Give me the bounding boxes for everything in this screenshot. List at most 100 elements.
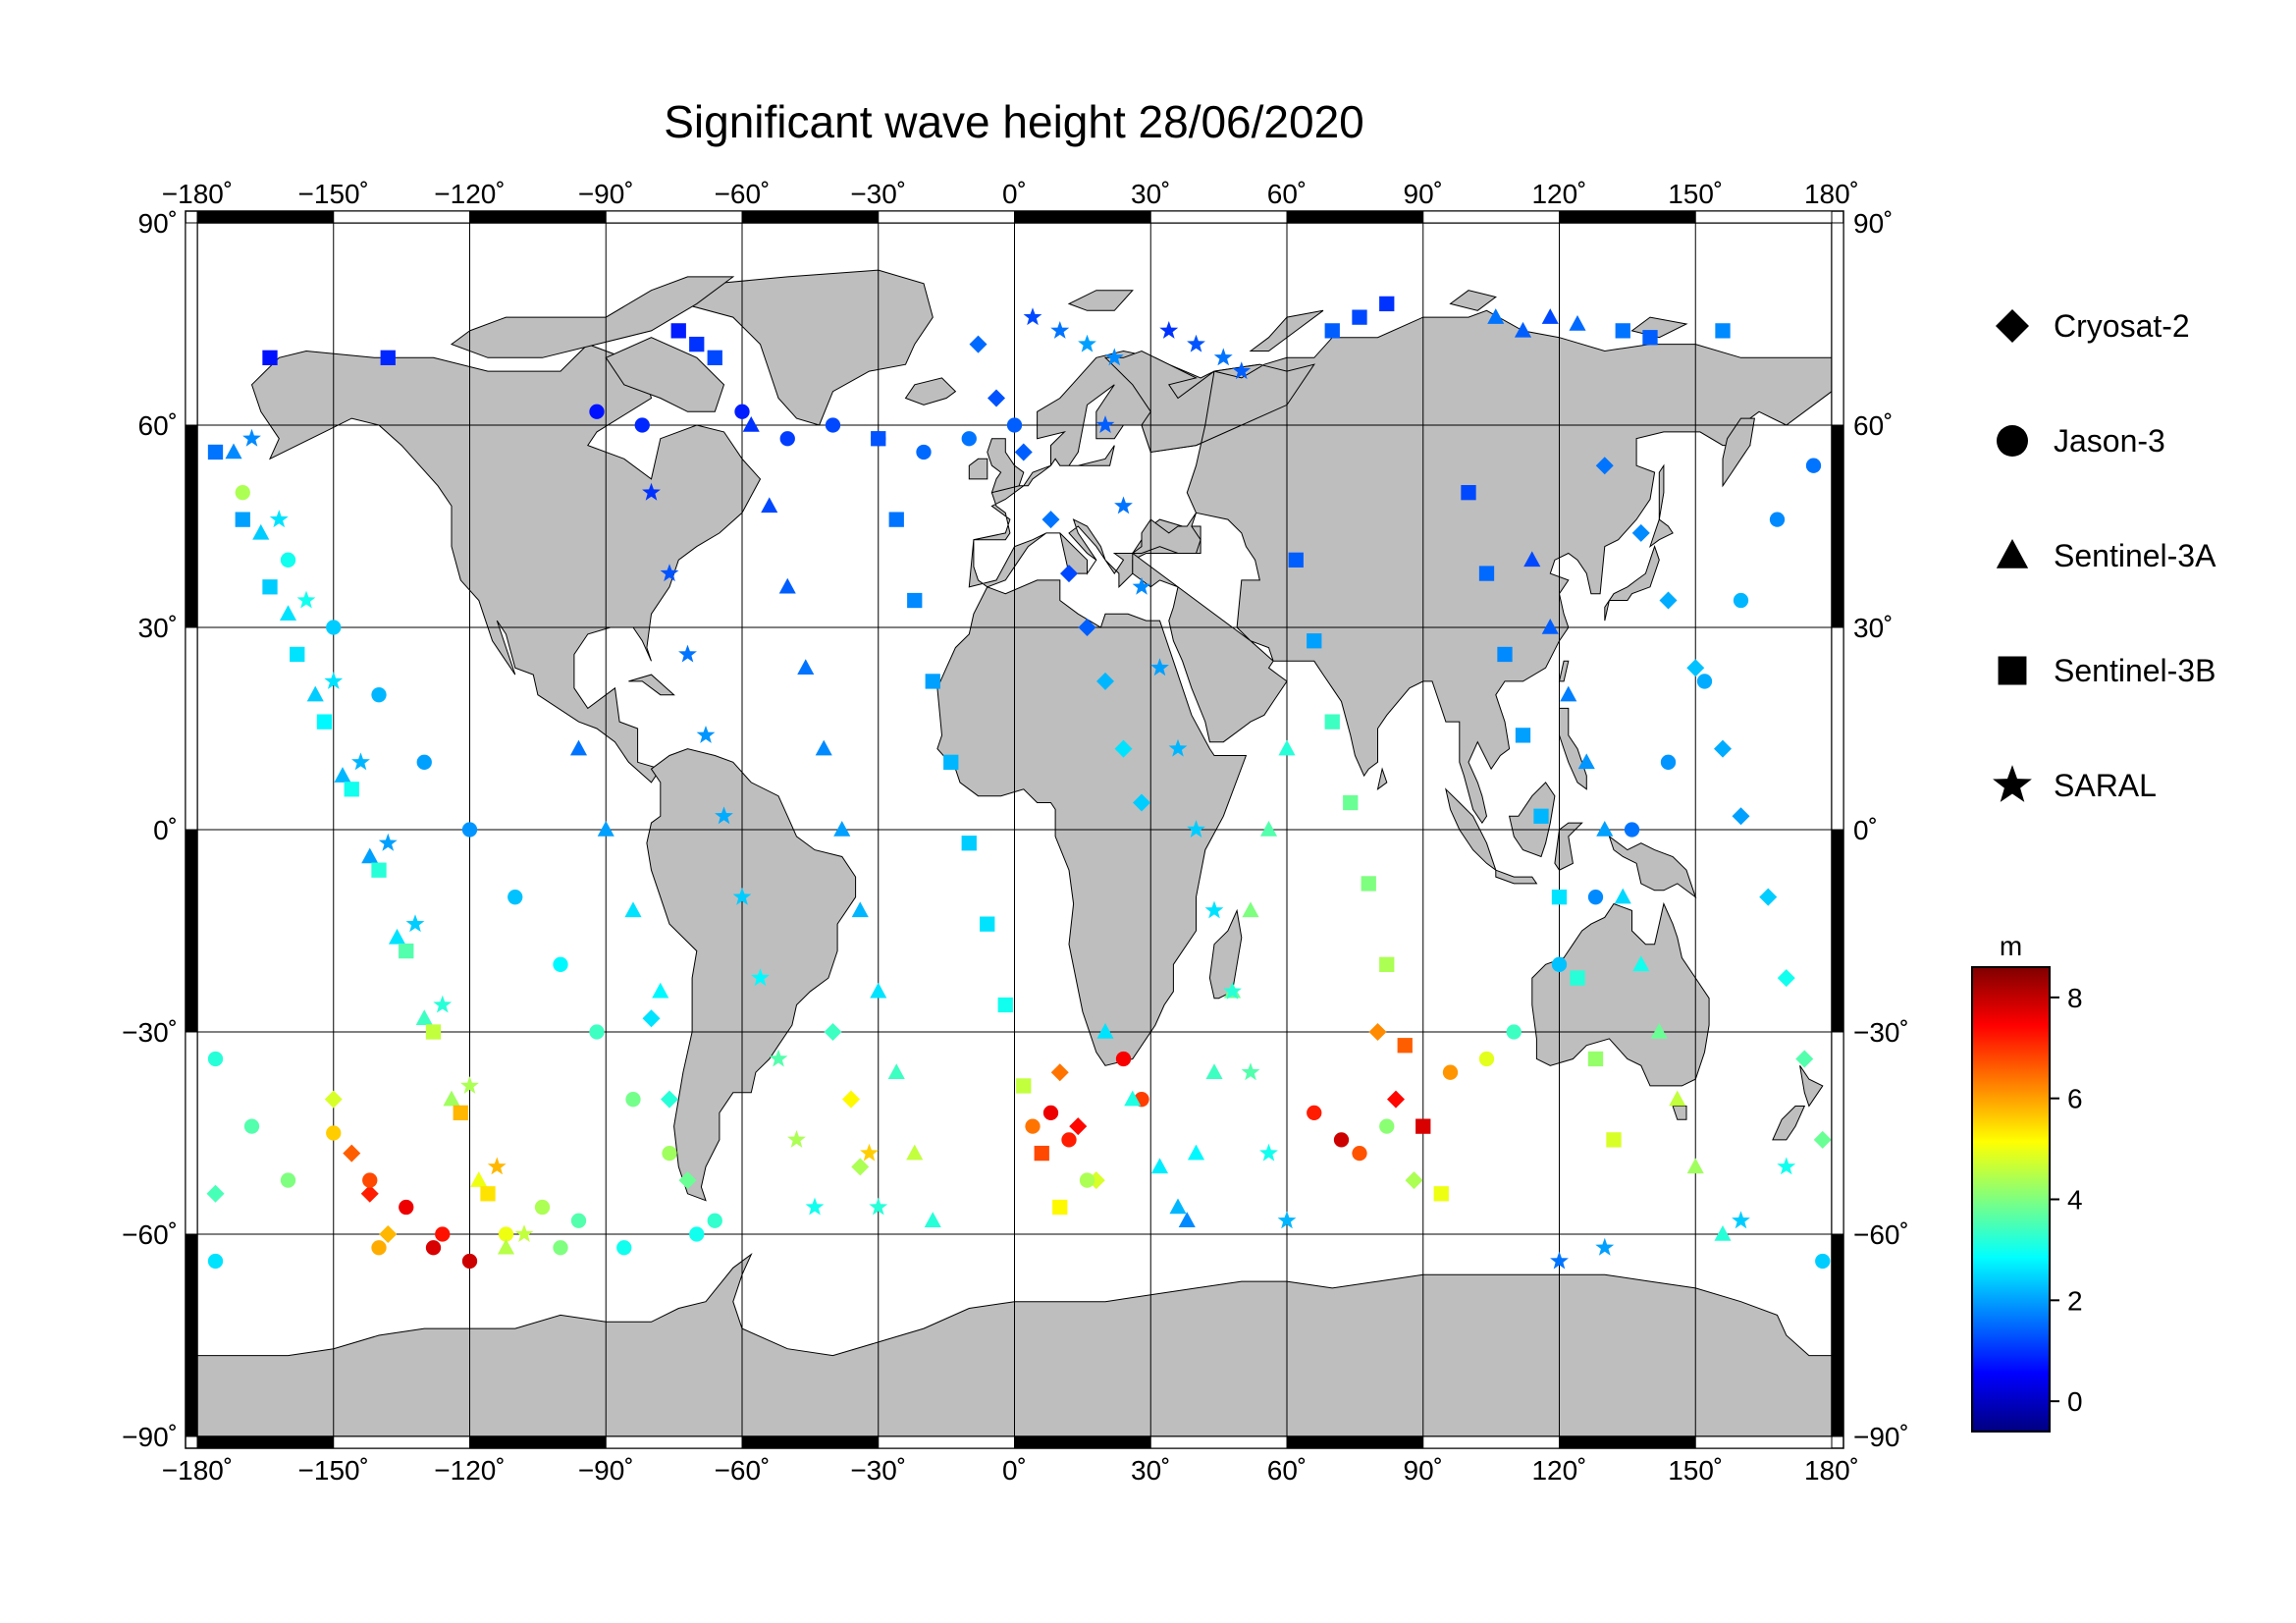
data-point (207, 444, 224, 460)
data-point (1232, 361, 1252, 380)
latitude-tick-label: 0˚ (153, 815, 178, 845)
frame-segment (1286, 210, 1424, 224)
land-tasmania (1672, 1106, 1687, 1120)
series-saral (242, 307, 1796, 1270)
data-point (1324, 323, 1340, 339)
longitude-tick-label: 60˚ (1267, 179, 1307, 209)
data-point (1487, 308, 1505, 324)
data-point (1168, 738, 1188, 757)
square-marker-icon (1998, 656, 2027, 685)
frame-segment (1286, 1435, 1424, 1449)
data-point (660, 564, 679, 582)
longitude-tick-label: −180˚ (162, 1455, 233, 1486)
data-point (642, 1009, 661, 1028)
data-point (425, 1024, 442, 1040)
data-point (869, 1197, 888, 1216)
data-point (262, 350, 278, 365)
data-point (1506, 1024, 1522, 1040)
data-point (1433, 1186, 1449, 1202)
data-point (1213, 348, 1233, 366)
data-point (707, 1213, 722, 1228)
colorbar-tick-label: 4 (2067, 1185, 2083, 1216)
land-borneo (1508, 782, 1556, 858)
latitude-tick-label: 0˚ (1853, 815, 1878, 845)
data-point (514, 1224, 534, 1242)
land-cuba (628, 674, 675, 696)
data-point (460, 1076, 479, 1094)
data-point (1352, 1145, 1367, 1162)
series-sentinel-3a (225, 308, 1732, 1255)
triangle-marker-icon (1996, 539, 2029, 568)
land-svalbard (1067, 290, 1134, 311)
data-point (1769, 512, 1786, 527)
data-point (207, 1253, 224, 1270)
data-point (415, 1009, 433, 1026)
data-point (1733, 592, 1749, 609)
data-point (1405, 1171, 1423, 1190)
data-point (380, 350, 396, 365)
data-point (842, 1090, 860, 1109)
land-new-guinea (1608, 835, 1697, 899)
data-point (678, 644, 697, 663)
data-point (1759, 888, 1778, 906)
data-point (1187, 334, 1205, 352)
data-point (344, 782, 359, 797)
data-point (1041, 511, 1060, 529)
latitude-tick-label: 30˚ (138, 613, 178, 643)
data-point (924, 1212, 941, 1228)
land-greenland (681, 269, 934, 426)
longitude-tick-label: −150˚ (298, 179, 369, 209)
data-point (624, 901, 642, 918)
data-point (362, 1172, 378, 1188)
data-point (742, 416, 760, 432)
data-point (1533, 808, 1549, 824)
data-point (1642, 330, 1658, 346)
data-point (1050, 321, 1070, 339)
data-point (379, 1225, 398, 1243)
data-point (797, 659, 815, 675)
legend-item: Cryosat-2 (1996, 308, 2190, 344)
data-point (1352, 309, 1367, 325)
frame-segment (333, 210, 470, 224)
latitude-tick-label: 60˚ (1853, 410, 1893, 441)
data-point (1368, 1023, 1387, 1041)
longitude-tick-label: 120˚ (1531, 179, 1586, 209)
data-point (1333, 1132, 1350, 1148)
colorbar: m 0 2 4 6 8 (1971, 931, 2083, 1433)
legend-item: Sentinel-3B (1998, 653, 2216, 688)
data-point (634, 417, 650, 433)
data-point (787, 1130, 806, 1148)
longitude-tick-label: 0˚ (1002, 1455, 1027, 1486)
series-sentinel-3b (207, 296, 1731, 1216)
legend-item: SARAL (1993, 765, 2157, 803)
data-point (997, 997, 1013, 1013)
data-point (534, 1199, 551, 1216)
data-point (1478, 566, 1495, 581)
data-point (371, 1240, 387, 1256)
longitude-tick-label: 90˚ (1404, 1455, 1443, 1486)
frame-segment (1149, 1435, 1288, 1449)
legend-label: SARAL (2054, 768, 2157, 803)
data-point (1478, 1051, 1495, 1067)
legend-label: Sentinel-3B (2054, 653, 2216, 688)
data-point (1379, 1118, 1395, 1134)
data-point (399, 1199, 414, 1216)
data-point (316, 714, 333, 730)
longitude-tick-label: −90˚ (578, 1455, 634, 1486)
data-point (280, 552, 296, 568)
land-sri-lanka (1376, 767, 1388, 791)
data-point (1014, 443, 1033, 461)
longitude-tick-label: 90˚ (1404, 179, 1443, 209)
data-point (888, 512, 904, 527)
data-point (589, 404, 605, 419)
frame-segment (1831, 1233, 1844, 1437)
longitude-tick-label: −60˚ (715, 179, 771, 209)
frame-segment (741, 1435, 880, 1449)
data-point (642, 482, 661, 501)
data-point (435, 1226, 451, 1242)
land-sakhalin (1658, 463, 1665, 520)
data-point (678, 1171, 697, 1190)
data-point (280, 1172, 296, 1188)
land-arctic-archipelago (450, 276, 735, 358)
latitude-tick-label: −90˚ (1853, 1422, 1909, 1452)
